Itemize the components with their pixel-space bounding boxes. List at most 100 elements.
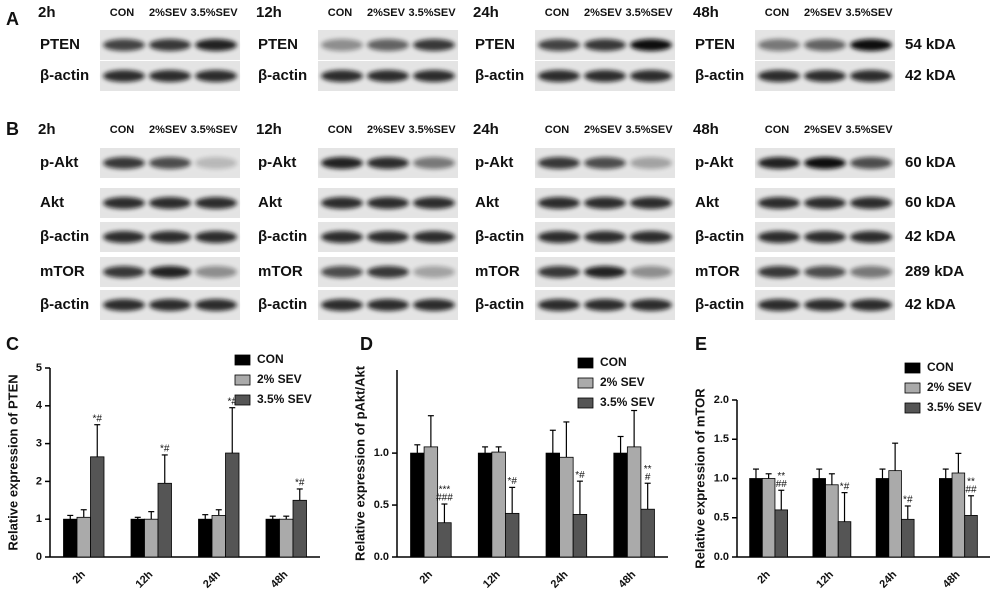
blot-band (149, 70, 191, 82)
row-label: mTOR (258, 263, 303, 280)
bar (491, 451, 506, 558)
blot-band (850, 299, 892, 311)
bar (437, 522, 452, 558)
blot-band (584, 39, 626, 51)
bar (875, 478, 890, 558)
bar (640, 508, 655, 558)
lane-label: CON (110, 7, 135, 19)
blot-band (195, 231, 237, 243)
blot-band (758, 70, 800, 82)
lane-label: 2%SEV (367, 124, 406, 136)
kda-label: 54 kDA (905, 36, 956, 53)
x-tick-label: 24h (877, 569, 899, 591)
error-bar (296, 488, 303, 501)
panel-letter: B (6, 119, 19, 139)
legend-label: 3.5% SEV (927, 400, 982, 414)
kda-label: 289 kDA (905, 263, 964, 280)
significance-label: # (645, 472, 651, 483)
lane-label: CON (765, 7, 790, 19)
blot-band (804, 231, 846, 243)
blot-band (413, 39, 455, 51)
error-bar (841, 492, 848, 522)
row-label: β-actin (40, 228, 89, 245)
blot-band (584, 266, 626, 278)
error-bar (94, 424, 101, 457)
bar (63, 518, 78, 558)
error-bar (202, 514, 209, 520)
time-label: 24h (473, 121, 499, 138)
significance-label: *# (575, 470, 585, 481)
lane-label: CON (765, 124, 790, 136)
blot-band (804, 39, 846, 51)
significance-label: *# (295, 478, 305, 489)
bar (825, 484, 839, 558)
blot-band (850, 266, 892, 278)
legend-label: 2% SEV (257, 372, 302, 386)
blot-band (630, 266, 672, 278)
blot-band (103, 299, 145, 311)
kda-label: 60 kDA (905, 194, 956, 211)
legend-label: 3.5% SEV (600, 395, 655, 409)
blot-band (630, 70, 672, 82)
bar (90, 456, 105, 558)
row-label: β-actin (695, 67, 744, 84)
row-label: Akt (258, 194, 282, 211)
time-label: 24h (473, 4, 499, 21)
legend-label: 2% SEV (600, 375, 645, 389)
blot-band (149, 197, 191, 209)
blot-band (321, 197, 363, 209)
y-tick-label: 2.0 (714, 394, 729, 406)
bar (626, 446, 642, 558)
time-label: 12h (256, 4, 282, 21)
y-tick-label: 3 (36, 438, 42, 450)
row-label: p-Akt (695, 154, 733, 171)
legend-label: 3.5% SEV (257, 392, 312, 406)
time-label: 48h (693, 4, 719, 21)
lane-label: 3.5%SEV (190, 124, 238, 136)
blot-band (103, 266, 145, 278)
blot-band (367, 299, 409, 311)
y-tick-label: 2 (36, 475, 42, 487)
blot-band (413, 70, 455, 82)
error-bar (549, 429, 556, 454)
bar (837, 521, 852, 558)
row-label: β-actin (40, 67, 89, 84)
x-tick-label: 48h (269, 569, 291, 591)
blot-band (850, 197, 892, 209)
row-label: Akt (40, 194, 64, 211)
error-bar (495, 446, 502, 453)
bar (157, 482, 172, 558)
error-bar (80, 509, 87, 518)
error-bar (441, 503, 448, 523)
blot-band (103, 197, 145, 209)
blot-band (195, 39, 237, 51)
blot-band (758, 157, 800, 169)
error-bar (563, 421, 570, 458)
bar (130, 518, 145, 558)
bar (888, 470, 902, 558)
blot-band (367, 197, 409, 209)
error-bar (161, 454, 168, 484)
y-tick-label: 1 (36, 513, 42, 525)
lane-label: 2%SEV (584, 124, 623, 136)
blot-band (195, 299, 237, 311)
error-bar (892, 442, 899, 471)
bar (292, 499, 307, 558)
significance-label: ## (965, 484, 977, 495)
bar (774, 509, 789, 558)
row-label: mTOR (40, 263, 85, 280)
row-label: β-actin (475, 67, 524, 84)
lane-label: 3.5%SEV (845, 124, 893, 136)
blot-band (850, 39, 892, 51)
blot-band (630, 39, 672, 51)
error-bar (752, 468, 759, 479)
blot-band (538, 70, 580, 82)
blot-band (584, 231, 626, 243)
blot-band (149, 231, 191, 243)
y-tick-label: 1.0 (374, 447, 389, 459)
blot-band (850, 70, 892, 82)
error-bar (269, 515, 276, 520)
y-axis-label: Relative expression of PTEN (5, 374, 20, 550)
error-bar (942, 468, 949, 479)
